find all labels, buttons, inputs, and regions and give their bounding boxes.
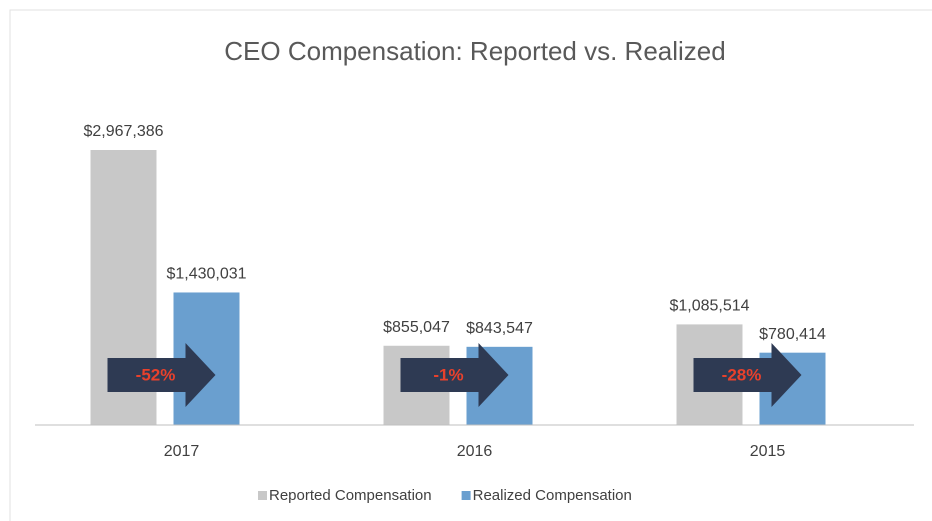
legend-label: Realized Compensation <box>473 487 632 504</box>
data-label: $2,967,386 <box>83 123 163 140</box>
legend-label: Reported Compensation <box>269 487 432 504</box>
data-label: $1,085,514 <box>669 298 749 315</box>
data-label: $780,414 <box>759 326 826 343</box>
annotation: -52% <box>136 365 176 384</box>
arrow <box>107 343 216 407</box>
frame <box>9 9 932 521</box>
x-tick-label: 2015 <box>750 443 786 460</box>
annotation: -1% <box>433 365 463 384</box>
data-label: $843,547 <box>466 320 533 337</box>
annotation: -28% <box>722 365 762 384</box>
arrow <box>693 343 802 407</box>
x-tick-label: 2017 <box>164 443 200 460</box>
legend-swatch <box>461 491 471 500</box>
data-label: $1,430,031 <box>166 266 246 283</box>
x-tick-label: 2016 <box>457 443 493 460</box>
legend-swatch <box>258 491 267 500</box>
data-label: $855,047 <box>383 319 450 336</box>
arrow <box>400 343 509 407</box>
chart-title: CEO Compensation: Reported vs. Realized <box>224 36 725 66</box>
